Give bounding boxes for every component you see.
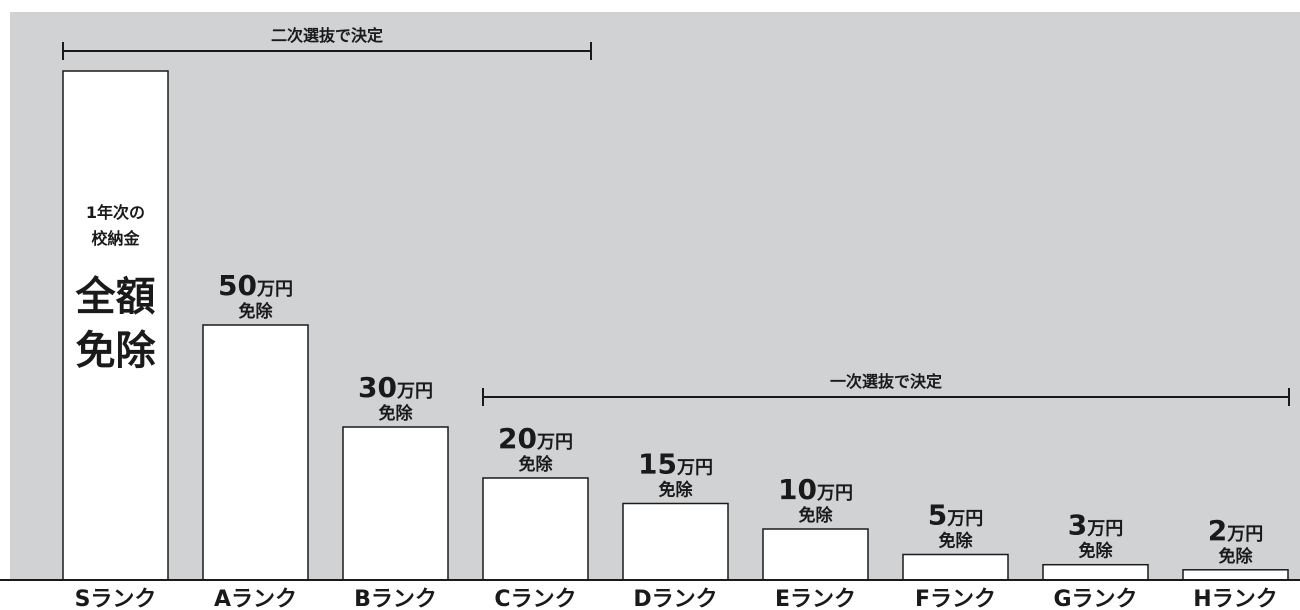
- category-label: Dランク: [633, 587, 717, 610]
- bar-amount-unit: 万円: [396, 381, 433, 402]
- bar-amount-number: 20: [498, 422, 537, 455]
- full-exemption-headline: 全額: [75, 274, 156, 320]
- bar-amount-sublabel: 免除: [659, 480, 694, 501]
- bar-amount-unit: 万円: [816, 483, 853, 504]
- bracket-label: 二次選抜で決定: [271, 26, 383, 45]
- bar-Sランク: [62, 70, 169, 581]
- category-label: Eランク: [775, 587, 856, 610]
- bar-amount-number: 5: [928, 499, 947, 532]
- bar-Bランク: [342, 426, 449, 581]
- category-labels: Sランク Aランク Bランク Cランク Dランク Eランク Fランク Gランク Hランク: [75, 587, 1278, 610]
- bar-amount: 15万円: [638, 448, 713, 481]
- category-label: Sランク: [75, 587, 157, 610]
- category-label: Aランク: [214, 587, 297, 610]
- bar-amount: 30万円: [358, 371, 433, 404]
- bar-amount-number: 2: [1208, 514, 1227, 547]
- category-label: Bランク: [354, 587, 437, 610]
- bracket-1: 二次選抜で決定: [62, 26, 592, 60]
- bar-amount-number: 3: [1068, 509, 1087, 542]
- bar-amount-number: 15: [638, 448, 677, 481]
- bar-amount: 2万円: [1208, 514, 1263, 547]
- bar-amount-sublabel: 免除: [939, 531, 974, 552]
- bar-Cランク: [482, 477, 589, 581]
- bar-amount: 5万円: [928, 499, 983, 532]
- bars: [62, 70, 1289, 581]
- bar-amount-number: 50: [218, 269, 257, 302]
- bar-amount: 20万円: [498, 422, 573, 455]
- bar-Fランク: [902, 553, 1009, 581]
- bar-amount-unit: 万円: [536, 432, 573, 453]
- bar-Aランク: [202, 324, 309, 581]
- bar-amount-unit: 万円: [1226, 524, 1263, 545]
- bar-Dランク: [622, 502, 729, 581]
- bar-amount: 10万円: [778, 473, 853, 506]
- bar-amount-sublabel: 免除: [519, 454, 554, 475]
- bar-amount-sublabel: 免除: [1219, 546, 1254, 567]
- full-exemption-caption: 1年次の: [86, 203, 145, 222]
- bar-Eランク: [762, 528, 869, 581]
- bar-amount-sublabel: 免除: [799, 505, 834, 526]
- bar-amount-sublabel: 免除: [1079, 541, 1114, 562]
- bar-amount: 50万円: [218, 269, 293, 302]
- bar-amount-number: 10: [778, 473, 817, 506]
- bar-Gランク: [1042, 563, 1149, 581]
- bracket-2: 一次選抜で決定: [482, 372, 1290, 406]
- bar-amount-number: 30: [358, 371, 397, 404]
- bar-amount-unit: 万円: [946, 509, 983, 530]
- bar-amount-sublabel: 免除: [239, 301, 274, 322]
- bar-amount-sublabel: 免除: [379, 403, 414, 424]
- bracket-label: 一次選抜で決定: [830, 372, 942, 391]
- category-label: Hランク: [1193, 587, 1277, 610]
- full-exemption-headline: 免除: [76, 328, 157, 374]
- bar-amount: 3万円: [1068, 509, 1123, 542]
- bar-amount-unit: 万円: [676, 458, 713, 479]
- bar-amount-unit: 万円: [256, 279, 293, 300]
- full-exemption-caption: 校納金: [91, 229, 140, 248]
- category-label: Cランク: [494, 587, 576, 610]
- bar-amount-unit: 万円: [1086, 519, 1123, 540]
- bar-Hランク: [1182, 569, 1289, 581]
- category-label: Gランク: [1053, 587, 1137, 610]
- category-label: Fランク: [915, 587, 996, 610]
